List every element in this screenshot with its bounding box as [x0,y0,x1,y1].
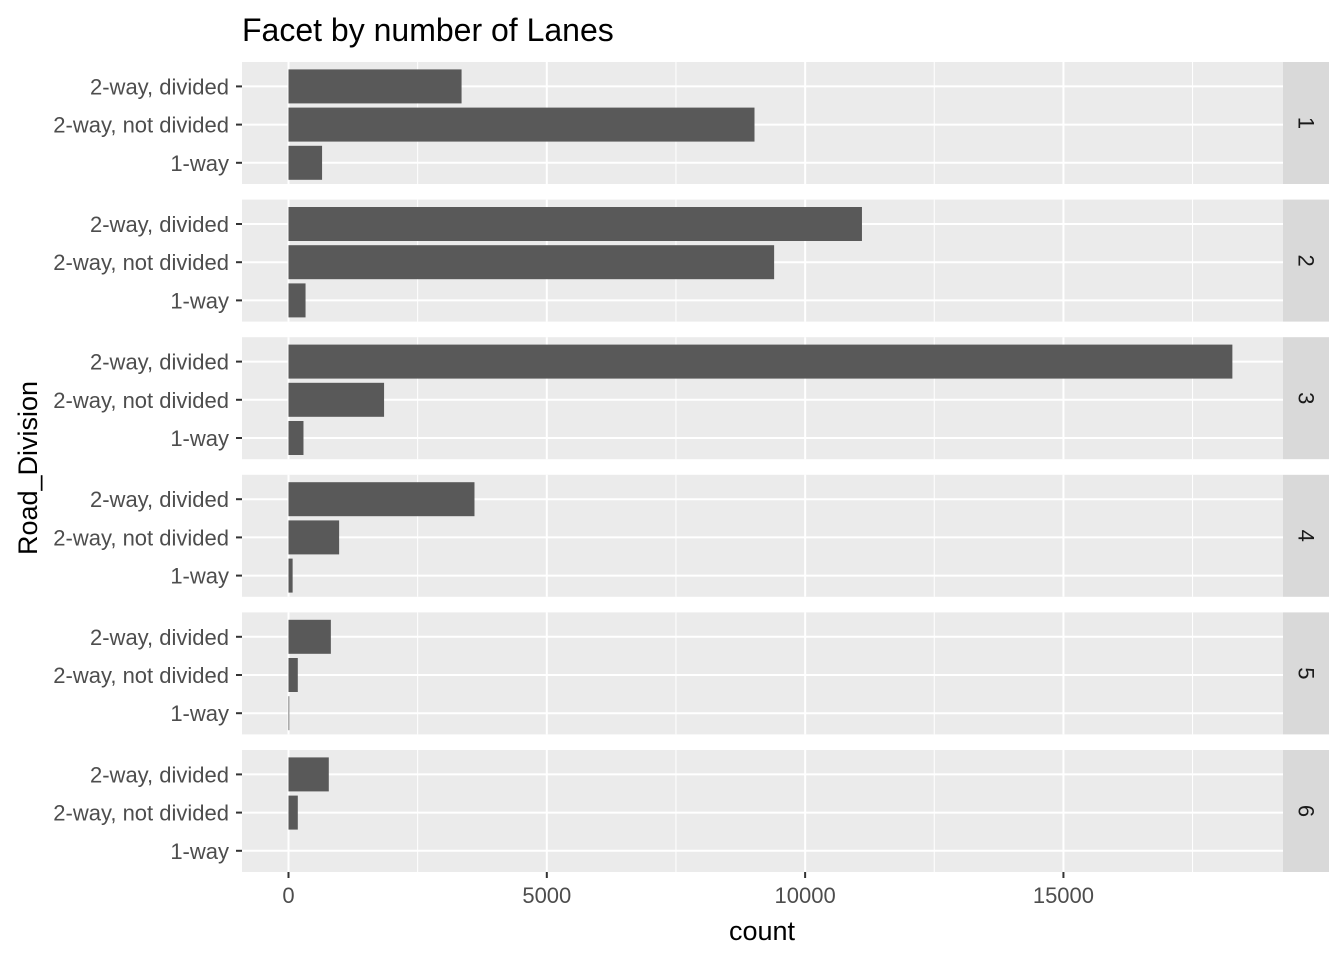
facet-strip [1283,750,1329,872]
y-axis-title: Road_Division [13,381,43,555]
bar-1-0 [288,69,462,104]
bar-3-2 [288,421,304,455]
bar-6-1 [288,795,298,830]
facet-panel-3: 2-way, divided 2-way, not divided 1-way 3 [53,337,1329,460]
x-tick-label: 10000 [775,883,836,908]
bar-1-1 [288,107,755,142]
y-tick-label: 2-way, not divided [53,113,229,138]
y-tick-label: 2-way, not divided [53,250,229,275]
y-tick-label: 2-way, divided [90,762,229,787]
x-axis-title: count [729,916,796,946]
facet-strip [1283,337,1329,460]
y-tick-label: 2-way, divided [90,74,229,99]
y-tick-label: 2-way, divided [90,625,229,650]
facet-strip-label: 6 [1294,805,1319,817]
bar-1-2 [288,145,323,180]
facet-strip-label: 4 [1294,530,1319,542]
x-tick-label: 0 [282,883,294,908]
bar-5-0 [288,619,331,654]
chart-title: Facet by number of Lanes [242,12,614,48]
y-tick-label: 1-way [170,151,229,176]
y-tick-label: 2-way, divided [90,487,229,512]
bar-2-1 [288,245,775,280]
bar-5-1 [288,658,298,692]
facet-strip [1283,474,1329,597]
bar-3-1 [288,382,385,417]
x-tick-label: 15000 [1033,883,1094,908]
panel-background [242,612,1283,735]
bar-6-0 [288,757,329,792]
bar-2-2 [288,283,306,318]
x-tick-label: 5000 [522,883,571,908]
bar-5-2 [288,696,290,731]
y-tick-label: 1-way [170,426,229,451]
facet-strip [1283,612,1329,735]
bar-3-0 [288,344,1233,379]
y-tick-label: 2-way, not divided [53,388,229,413]
facet-strip [1283,62,1329,184]
y-tick-label: 2-way, not divided [53,525,229,550]
facet-panel-4: 2-way, divided 2-way, not divided 1-way 4 [53,474,1329,597]
facet-strip-label: 2 [1294,254,1319,266]
facet-strip-label: 1 [1294,117,1319,129]
bar-4-1 [288,520,340,555]
facet-strip-label: 5 [1294,667,1319,679]
facet-panel-1: 2-way, divided 2-way, not divided 1-way 1 [53,62,1329,184]
panel-background [242,750,1283,872]
x-axis: 0 5000 10000 15000 [282,872,1094,908]
bar-4-0 [288,482,475,517]
bar-4-2 [288,558,293,593]
y-tick-label: 1-way [170,288,229,313]
y-tick-label: 1-way [170,839,229,864]
y-tick-label: 1-way [170,564,229,589]
facet-strip-label: 3 [1294,392,1319,404]
y-tick-label: 2-way, divided [90,350,229,375]
facet-strip [1283,199,1329,322]
y-tick-label: 2-way, not divided [53,801,229,826]
facet-panel-2: 2-way, divided 2-way, not divided 1-way 2 [53,199,1329,322]
y-tick-label: 2-way, not divided [53,663,229,688]
facet-panel-5: 2-way, divided 2-way, not divided 1-way 5 [53,612,1329,735]
bar-2-0 [288,207,862,241]
facet-panel-6: 2-way, divided 2-way, not divided 1-way 6 [53,750,1329,872]
y-tick-label: 1-way [170,701,229,726]
y-tick-label: 2-way, divided [90,212,229,237]
